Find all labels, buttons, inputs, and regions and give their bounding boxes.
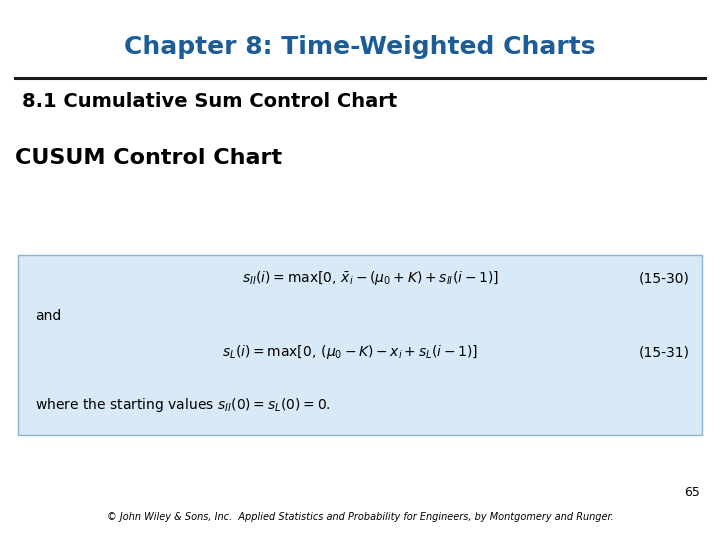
Text: where the starting values $s_{II}(0) = s_L(0) = 0.$: where the starting values $s_{II}(0) = s…: [35, 396, 330, 414]
FancyBboxPatch shape: [18, 255, 702, 435]
Text: (15-30): (15-30): [639, 271, 690, 285]
Text: 65: 65: [684, 485, 700, 498]
Text: $s_L(i) = \mathrm{max}\left[0,\, (\mu_0 - K) - x_i + s_L(i-1)\right]$: $s_L(i) = \mathrm{max}\left[0,\, (\mu_0 …: [222, 343, 478, 361]
Text: $s_{II}(i) = \mathrm{max}\left[0,\, \bar{x}_i - (\mu_0 + K) + s_{II}(i-1)\right]: $s_{II}(i) = \mathrm{max}\left[0,\, \bar…: [241, 269, 498, 287]
Text: (15-31): (15-31): [639, 345, 690, 359]
Text: © John Wiley & Sons, Inc.  Applied Statistics and Probability for Engineers, by : © John Wiley & Sons, Inc. Applied Statis…: [107, 512, 613, 522]
Text: Chapter 8: Time-Weighted Charts: Chapter 8: Time-Weighted Charts: [125, 35, 595, 59]
Text: 8.1 Cumulative Sum Control Chart: 8.1 Cumulative Sum Control Chart: [22, 92, 397, 111]
Text: and: and: [35, 309, 61, 323]
Text: CUSUM Control Chart: CUSUM Control Chart: [15, 148, 282, 168]
